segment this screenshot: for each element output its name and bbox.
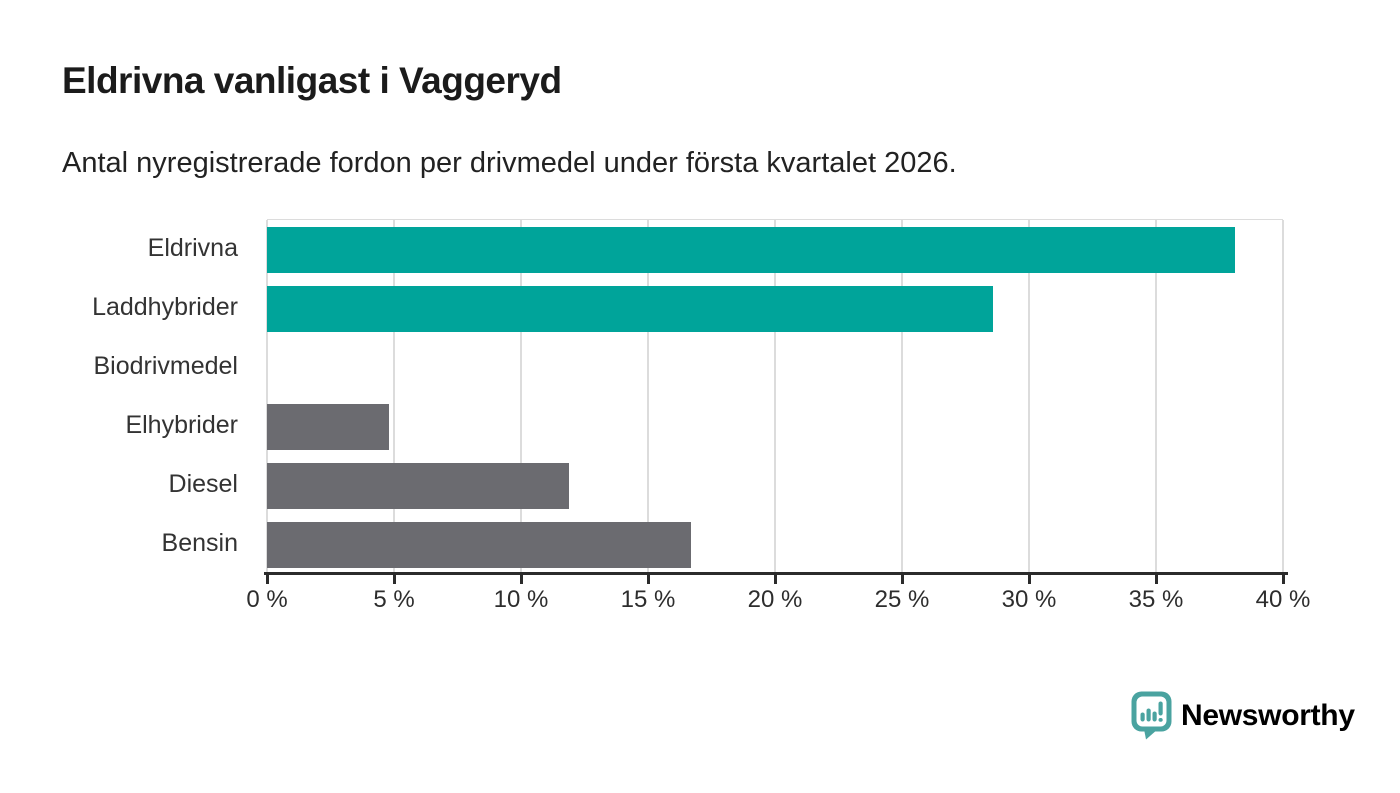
- gridline: [393, 220, 395, 574]
- gridline: [266, 220, 268, 574]
- gridline: [520, 220, 522, 574]
- gridline: [774, 220, 776, 574]
- bar-laddhybrider: [267, 285, 994, 332]
- category-label: Diesel: [168, 470, 238, 498]
- x-axis-tick-label: 40 %: [1255, 586, 1311, 613]
- bar-elhybrider: [267, 403, 389, 450]
- x-axis-tick-label: 20 %: [747, 586, 803, 613]
- gridline: [1155, 220, 1157, 574]
- gridline: [901, 220, 903, 574]
- newsworthy-logo-text: Newsworthy: [1181, 698, 1355, 732]
- x-axis-tick: [1154, 575, 1158, 584]
- gridline: [1282, 220, 1284, 574]
- x-axis-tick: [1281, 575, 1285, 584]
- chart-subtitle: Antal nyregistrerade fordon per drivmede…: [62, 147, 957, 179]
- gridline: [647, 220, 649, 574]
- y-axis-labels: Eldrivna Laddhybrider Biodrivmedel Elhybrid…: [40, 219, 252, 573]
- category-label: Eldrivna: [147, 234, 238, 262]
- category-label: Elhybrider: [125, 411, 238, 439]
- x-axis-tick: [900, 575, 904, 584]
- category-label: Bensin: [161, 529, 238, 557]
- bar-chart-speech-bubble-icon: [1131, 691, 1172, 740]
- x-axis-tick-label: 15 %: [620, 586, 676, 613]
- x-axis-tick-label: 5 %: [373, 586, 415, 613]
- x-axis-tick-label: 35 %: [1128, 586, 1184, 613]
- x-axis-line: [264, 572, 1288, 575]
- category-label: Laddhybrider: [92, 293, 238, 321]
- x-axis-tick: [265, 575, 269, 584]
- x-axis-tick: [1027, 575, 1031, 584]
- newsworthy-logo: Newsworthy: [1131, 691, 1355, 740]
- bar-bensin: [267, 521, 692, 568]
- gridline: [1028, 220, 1030, 574]
- x-axis-tick-label: 0 %: [246, 586, 288, 613]
- x-axis-tick-label: 10 %: [493, 586, 549, 613]
- chart-title: Eldrivna vanligast i Vaggeryd: [62, 60, 562, 101]
- x-axis-tick: [392, 575, 396, 584]
- bar-diesel: [267, 462, 570, 509]
- x-axis-tick: [773, 575, 777, 584]
- plot-area: [266, 219, 1284, 574]
- bar-eldrivna: [267, 226, 1235, 273]
- x-axis-tick: [646, 575, 650, 584]
- x-axis-tick-label: 30 %: [1001, 586, 1057, 613]
- x-axis-tick-label: 25 %: [874, 586, 930, 613]
- category-label: Biodrivmedel: [93, 352, 238, 380]
- x-axis-tick: [519, 575, 523, 584]
